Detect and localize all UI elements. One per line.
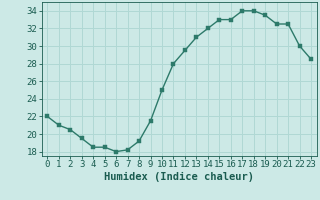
X-axis label: Humidex (Indice chaleur): Humidex (Indice chaleur) bbox=[104, 172, 254, 182]
